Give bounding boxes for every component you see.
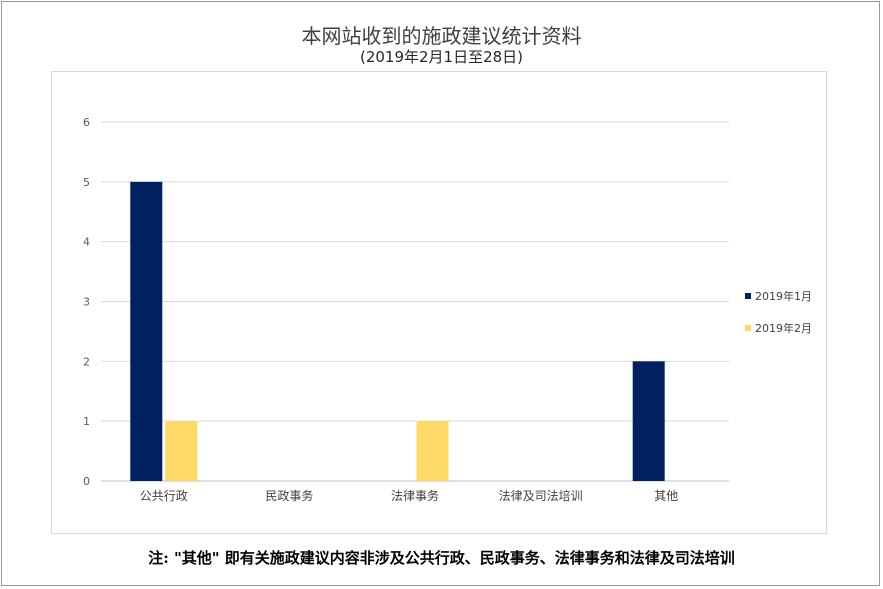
legend: 2019年1月 2019年2月 xyxy=(745,289,812,335)
bars xyxy=(130,181,665,482)
legend-label: 2019年2月 xyxy=(755,321,812,335)
x-axis-ticks: 公共行政 民政事务 法律事务 法律及司法培训 其他 xyxy=(140,488,678,503)
y-tick-label: 3 xyxy=(83,296,90,309)
bar-feb xyxy=(165,421,198,481)
gridlines xyxy=(101,121,729,482)
y-tick-label: 2 xyxy=(83,355,90,368)
x-tick-label: 其他 xyxy=(654,489,678,503)
y-tick-label: 0 xyxy=(83,475,90,488)
y-tick-label: 5 xyxy=(83,176,90,189)
y-tick-label: 4 xyxy=(83,236,90,249)
legend-swatch xyxy=(745,325,751,331)
bar-jan xyxy=(130,181,163,482)
y-tick-label: 1 xyxy=(83,415,90,428)
x-tick-label: 民政事务 xyxy=(265,488,313,503)
legend-label: 2019年1月 xyxy=(755,289,812,303)
bar-jan xyxy=(632,361,665,481)
x-tick-label: 法律事务 xyxy=(391,488,439,503)
legend-swatch xyxy=(745,293,751,299)
x-tick-label: 公共行政 xyxy=(140,489,188,503)
y-tick-label: 6 xyxy=(83,116,90,129)
chart-area xyxy=(51,71,827,534)
chart-title: 本网站收到的施政建议统计资料 xyxy=(301,24,582,48)
bar-feb xyxy=(416,421,449,481)
footnote: 注: "其他" 即有关施政建议内容非涉及公共行政、民政事务、法律事务和法律及司法… xyxy=(148,549,735,567)
y-axis-ticks: 0 1 2 3 4 5 6 xyxy=(83,116,90,488)
x-tick-label: 法律及司法培训 xyxy=(499,488,583,503)
chart-subtitle: (2019年2月1日至28日) xyxy=(359,48,524,66)
